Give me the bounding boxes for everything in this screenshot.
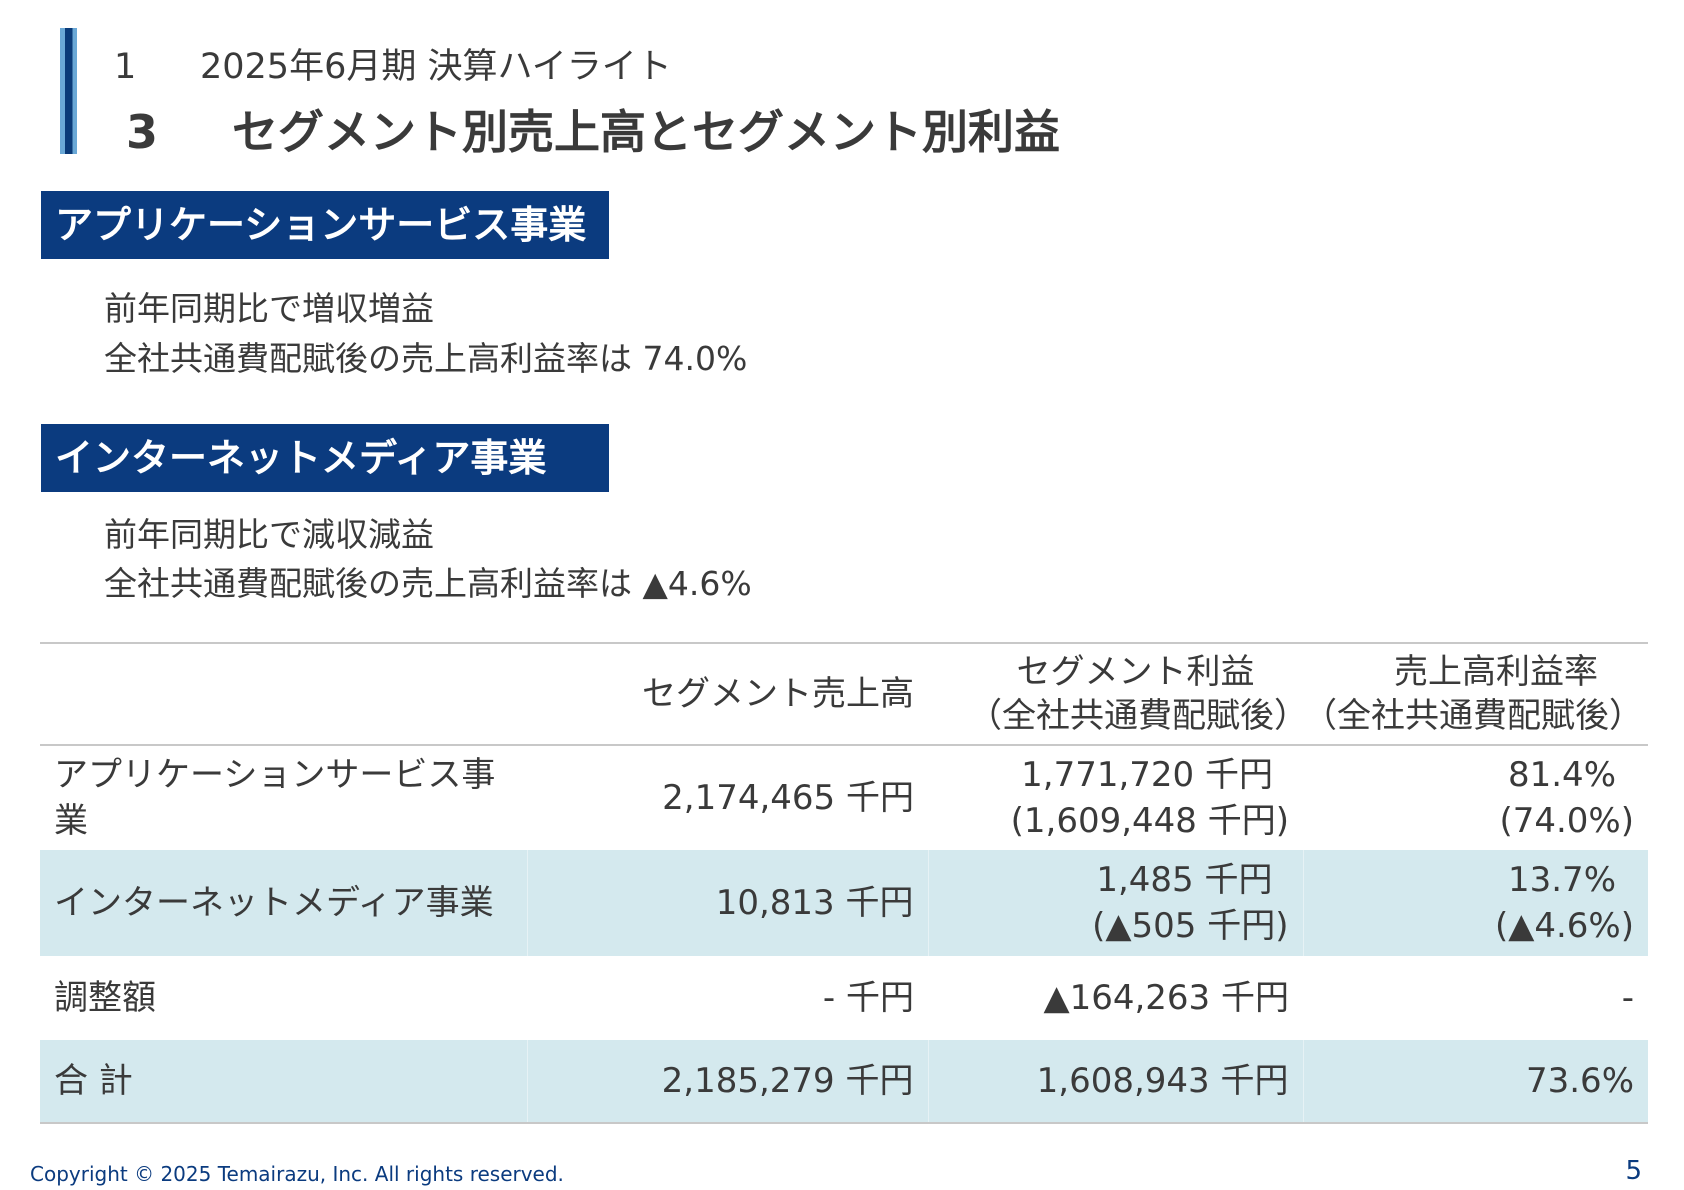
- segment-media-note-1: 前年同期比で減収減益: [104, 515, 434, 554]
- chapter-number: 1: [114, 47, 137, 87]
- row-profit: 1,485 千円 (▲505 千円): [927, 850, 1303, 956]
- table-row: 調整額 - 千円 ▲164,263 千円 -: [40, 956, 1648, 1040]
- header-profit-line1: セグメント利益: [1016, 652, 1255, 692]
- row-name: インターネットメディア事業: [54, 883, 494, 923]
- table-row: アプリケーションサービス事業 2,174,465 千円 1,771,720 千円…: [40, 745, 1648, 850]
- section-number: 3: [126, 105, 159, 159]
- row-rate-value: 13.7%: [1507, 860, 1616, 900]
- header-profit: セグメント利益 （全社共通費配賦後）: [928, 643, 1308, 745]
- row-profit-alloc: (▲505 千円): [1092, 906, 1289, 946]
- segment-app-note-1: 前年同期比で増収増益: [104, 289, 434, 328]
- row-rate-alloc: (▲4.6%): [1494, 906, 1634, 946]
- row-sales: 10,813 千円: [526, 850, 928, 956]
- row-rate: 81.4% (74.0%): [1303, 745, 1648, 850]
- table-header-row: セグメント売上高 セグメント利益 （全社共通費配賦後） 売上高利益率 （全社共通…: [40, 643, 1648, 745]
- row-profit: 1,608,943 千円: [927, 1040, 1303, 1123]
- chapter-heading: 1 2025年6月期 決算ハイライト: [114, 38, 672, 89]
- header-sales: セグメント売上高: [642, 674, 914, 714]
- row-rate: 13.7% (▲4.6%): [1302, 850, 1648, 956]
- row-profit: 1,771,720 千円 (1,609,448 千円): [928, 745, 1303, 850]
- chapter-title: 2025年6月期 決算ハイライト: [200, 47, 672, 87]
- page-number: 5: [1625, 1156, 1642, 1186]
- segment-app-title: アプリケーションサービス事業: [41, 191, 609, 259]
- row-sales: 2,174,465 千円: [662, 778, 914, 818]
- row-name: アプリケーションサービス事業: [54, 755, 496, 841]
- row-name: 調整額: [54, 978, 156, 1018]
- row-name: 合 計: [54, 1061, 133, 1101]
- header-rate: 売上高利益率 （全社共通費配賦後）: [1303, 643, 1648, 745]
- row-rate: 73.6%: [1302, 1040, 1648, 1123]
- table-row: 合 計 2,185,279 千円 1,608,943 千円 73.6%: [40, 1040, 1648, 1123]
- header-rate-line1: 売上高利益率: [1394, 652, 1598, 692]
- row-rate-value: 81.4%: [1507, 755, 1616, 795]
- table-row: インターネットメディア事業 10,813 千円 1,485 千円 (▲505 千…: [40, 850, 1648, 956]
- segment-media-title: インターネットメディア事業: [41, 424, 609, 492]
- row-sales: - 千円: [822, 978, 914, 1018]
- header-empty: [40, 643, 527, 745]
- row-profit-value: 1,485 千円: [1096, 860, 1273, 900]
- segment-media-note-2: 全社共通費配賦後の売上高利益率は ▲4.6%: [104, 564, 752, 603]
- title-accent-bar: [60, 28, 77, 154]
- section-heading: 3 セグメント別売上高とセグメント別利益: [126, 96, 1060, 162]
- row-profit-alloc: (1,609,448 千円): [1010, 801, 1289, 841]
- row-rate-alloc: (74.0%): [1499, 801, 1634, 841]
- copyright-text: Copyright © 2025 Temairazu, Inc. All rig…: [30, 1162, 564, 1186]
- header-profit-line2: （全社共通費配賦後）: [968, 696, 1308, 736]
- row-rate: -: [1621, 978, 1634, 1018]
- row-profit-value: 1,771,720 千円: [1021, 755, 1273, 795]
- segment-app-note-2: 全社共通費配賦後の売上高利益率は 74.0%: [104, 339, 748, 378]
- row-sales: 2,185,279 千円: [526, 1040, 928, 1123]
- segment-table: セグメント売上高 セグメント利益 （全社共通費配賦後） 売上高利益率 （全社共通…: [40, 642, 1648, 1124]
- section-title: セグメント別売上高とセグメント別利益: [232, 105, 1060, 159]
- header-rate-line2: （全社共通費配賦後）: [1303, 696, 1643, 736]
- row-profit: ▲164,263 千円: [1043, 978, 1289, 1018]
